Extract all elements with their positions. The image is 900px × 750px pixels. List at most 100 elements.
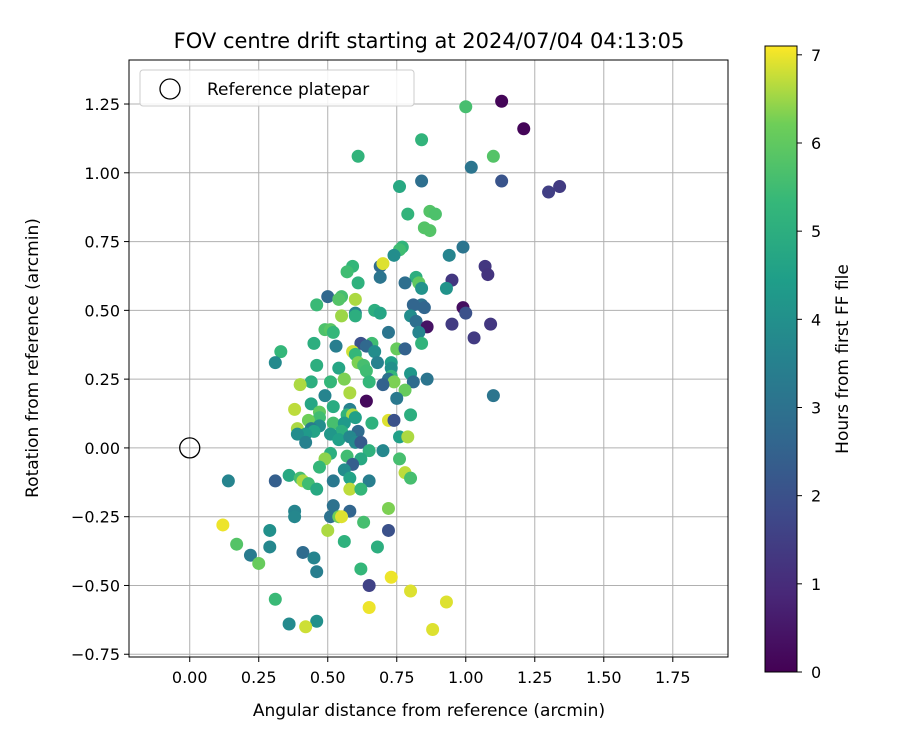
- data-point: [404, 408, 418, 422]
- data-point: [343, 482, 357, 496]
- data-point: [263, 523, 277, 537]
- data-point: [381, 325, 395, 339]
- data-point: [373, 270, 387, 284]
- x-tick-label: 1.00: [448, 668, 484, 687]
- data-point: [268, 592, 282, 606]
- data-point: [384, 570, 398, 584]
- data-point: [326, 499, 340, 513]
- colorbar-tick-label: 1: [811, 575, 821, 594]
- colorbar-ticks: 0 1 2 3 4 5 6 7: [797, 46, 821, 682]
- data-point: [282, 468, 296, 482]
- data-point: [299, 435, 313, 449]
- data-point: [310, 482, 324, 496]
- data-points: [216, 94, 567, 636]
- data-point: [415, 281, 429, 295]
- colorbar-tick-label: 3: [811, 398, 821, 417]
- x-tick-label: 0.25: [241, 668, 277, 687]
- x-tick-label: 0.50: [310, 668, 346, 687]
- data-point: [337, 372, 351, 386]
- data-point: [398, 342, 412, 356]
- data-point: [268, 356, 282, 370]
- colorbar: [764, 45, 798, 673]
- data-point: [288, 402, 302, 416]
- data-point: [390, 391, 404, 405]
- x-tick-label: 0.00: [172, 668, 208, 687]
- data-point: [426, 622, 440, 636]
- data-point: [354, 435, 368, 449]
- x-tick-label: 0.75: [379, 668, 415, 687]
- legend-box: [139, 69, 415, 107]
- data-point: [406, 375, 420, 389]
- data-point: [357, 515, 371, 529]
- data-point: [343, 386, 357, 400]
- y-tick-label: 0.25: [84, 370, 120, 389]
- data-point: [417, 301, 431, 315]
- data-point: [326, 474, 340, 488]
- data-point: [296, 545, 310, 559]
- x-axis-label: Angular distance from reference (arcmin): [253, 701, 605, 721]
- data-point: [252, 556, 266, 570]
- data-point: [404, 584, 418, 598]
- data-point: [415, 133, 429, 147]
- data-point: [312, 460, 326, 474]
- colorbar-tick-label: 0: [811, 663, 821, 682]
- data-point: [464, 160, 478, 174]
- data-point: [445, 317, 459, 331]
- data-point: [456, 240, 470, 254]
- y-tick-label: −0.25: [71, 508, 120, 527]
- data-point: [370, 356, 384, 370]
- data-point: [415, 174, 429, 188]
- data-point: [321, 523, 335, 537]
- data-point: [467, 331, 481, 345]
- legend-marker-icon: [159, 78, 181, 100]
- data-point: [359, 394, 373, 408]
- x-tick-label: 1.75: [655, 668, 691, 687]
- data-point: [495, 94, 509, 108]
- data-point: [290, 427, 304, 441]
- data-point: [459, 306, 473, 320]
- data-point: [321, 290, 335, 304]
- data-point: [299, 620, 313, 634]
- data-point: [268, 474, 282, 488]
- data-point: [401, 207, 415, 221]
- x-axis-ticks: 0.00 0.25 0.50 0.75 1.00 1.25 1.50 1.75: [172, 657, 691, 687]
- data-point: [459, 100, 473, 114]
- data-point: [310, 358, 324, 372]
- data-point: [362, 444, 376, 458]
- data-point: [484, 317, 498, 331]
- chart-title: FOV centre drift starting at 2024/07/04 …: [174, 29, 685, 53]
- data-point: [288, 510, 302, 524]
- data-point: [310, 298, 324, 312]
- data-point: [340, 265, 354, 279]
- data-point: [404, 471, 418, 485]
- data-point: [439, 595, 453, 609]
- data-point: [409, 314, 423, 328]
- data-point: [420, 372, 434, 386]
- data-point: [304, 375, 318, 389]
- data-point: [362, 578, 376, 592]
- data-point: [423, 224, 437, 238]
- colorbar-tick-label: 5: [811, 222, 821, 241]
- data-point: [393, 180, 407, 194]
- data-point: [243, 548, 257, 562]
- x-tick-label: 1.50: [586, 668, 622, 687]
- data-point: [401, 430, 415, 444]
- data-point: [216, 518, 230, 532]
- data-point: [376, 378, 390, 392]
- data-point: [310, 614, 324, 628]
- data-point: [307, 551, 321, 565]
- data-point: [387, 375, 401, 389]
- colorbar-tick-label: 6: [811, 134, 821, 153]
- data-point: [282, 617, 296, 631]
- data-point: [381, 501, 395, 515]
- data-point: [274, 345, 288, 359]
- data-point: [381, 523, 395, 537]
- y-tick-label: −0.50: [71, 576, 120, 595]
- data-point: [393, 452, 407, 466]
- legend: Reference platepar: [139, 69, 415, 107]
- data-point: [362, 600, 376, 614]
- data-point: [362, 375, 376, 389]
- colorbar-tick-label: 4: [811, 310, 821, 329]
- data-point: [348, 411, 362, 425]
